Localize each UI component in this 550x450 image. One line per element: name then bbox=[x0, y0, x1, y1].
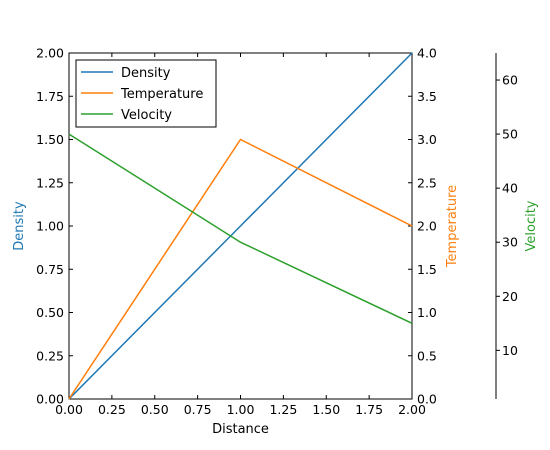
legend-label-velocity: Velocity bbox=[121, 108, 172, 123]
legend-label-temperature: Temperature bbox=[120, 87, 203, 102]
x-tick-label: 1.00 bbox=[227, 402, 255, 417]
x-tick-label: 2.00 bbox=[398, 402, 426, 417]
velocity-tick-label: 50 bbox=[502, 127, 518, 142]
density-tick-label: 0.75 bbox=[36, 262, 64, 277]
axes-layer: 0.00 0.25 0.50 0.75 1.00 1.25 1.50 1.75 2.00 Dist… bbox=[12, 46, 539, 438]
series-line-density bbox=[68, 52, 413, 400]
velocity-tick-label: 20 bbox=[502, 289, 518, 304]
x-tick-label: 0.00 bbox=[55, 402, 83, 417]
density-tick-label: 1.50 bbox=[36, 132, 64, 147]
temperature-tick-label: 4.0 bbox=[417, 46, 437, 61]
velocity-tick-label: 60 bbox=[502, 73, 518, 88]
density-tick-label: 0.00 bbox=[36, 392, 64, 407]
series-line-velocity bbox=[68, 133, 413, 324]
density-tick-label: 0.50 bbox=[36, 305, 64, 320]
x-tick-label: 1.50 bbox=[312, 402, 340, 417]
x-tick-label: 1.25 bbox=[269, 402, 297, 417]
x-axis-label: Distance bbox=[212, 422, 269, 437]
x-tick-label: 0.75 bbox=[184, 402, 212, 417]
density-tick-label: 0.25 bbox=[36, 348, 64, 363]
legend-label-density: Density bbox=[121, 66, 171, 81]
temperature-tick-label: 3.0 bbox=[417, 132, 437, 147]
density-tick-label: 1.75 bbox=[36, 89, 64, 104]
legend: Density Temperature Velocity bbox=[75, 59, 217, 128]
velocity-tick-label: 30 bbox=[502, 235, 518, 250]
density-axis-label: Density bbox=[12, 201, 27, 251]
x-tick-label: 0.25 bbox=[98, 402, 126, 417]
density-tick-label: 2.00 bbox=[36, 46, 64, 61]
x-tick-label: 1.75 bbox=[355, 402, 383, 417]
temperature-tick-label: 3.5 bbox=[417, 89, 437, 104]
temperature-axis-label: Temperature bbox=[445, 185, 460, 268]
velocity-tick-label: 40 bbox=[502, 181, 518, 196]
series-line-temperature bbox=[68, 138, 413, 400]
temperature-tick-label: 0.5 bbox=[417, 348, 437, 363]
x-tick-label: 0.50 bbox=[141, 402, 169, 417]
temperature-tick-label: 1.0 bbox=[417, 305, 437, 320]
temperature-tick-label: 2.5 bbox=[417, 175, 437, 190]
temperature-tick-label: 2.0 bbox=[417, 219, 437, 234]
series-layer bbox=[68, 52, 413, 400]
velocity-tick-label: 10 bbox=[502, 343, 518, 358]
density-tick-label: 1.00 bbox=[36, 219, 64, 234]
temperature-tick-label: 1.5 bbox=[417, 262, 437, 277]
density-tick-label: 1.25 bbox=[36, 175, 64, 190]
velocity-axis-label: Velocity bbox=[524, 200, 539, 251]
temperature-tick-label: 0.0 bbox=[417, 392, 437, 407]
